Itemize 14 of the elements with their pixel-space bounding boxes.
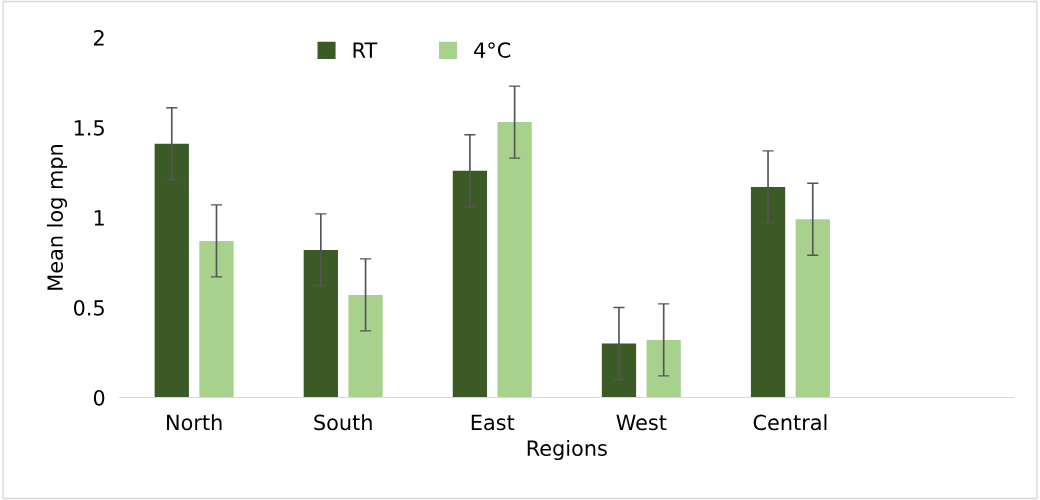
y-tick-label: 1: [94, 210, 104, 226]
x-tick-label: South: [314, 414, 372, 431]
x-axis-title: Regions: [527, 439, 607, 461]
y-axis-title: Mean log mpn: [46, 145, 68, 290]
legend-label: RT: [353, 42, 378, 58]
y-tick-label: 1.5: [74, 120, 104, 136]
y-tick-label: 0.5: [73, 299, 104, 316]
x-tick-label: North: [167, 414, 222, 431]
y-tick-label: 0: [93, 389, 105, 406]
x-tick-label: Central: [753, 414, 827, 431]
y-tick-label: 2: [93, 29, 104, 46]
x-tick-label: West: [616, 414, 667, 431]
legend-label: 4°C: [474, 42, 511, 58]
x-tick-label: East: [471, 414, 515, 431]
